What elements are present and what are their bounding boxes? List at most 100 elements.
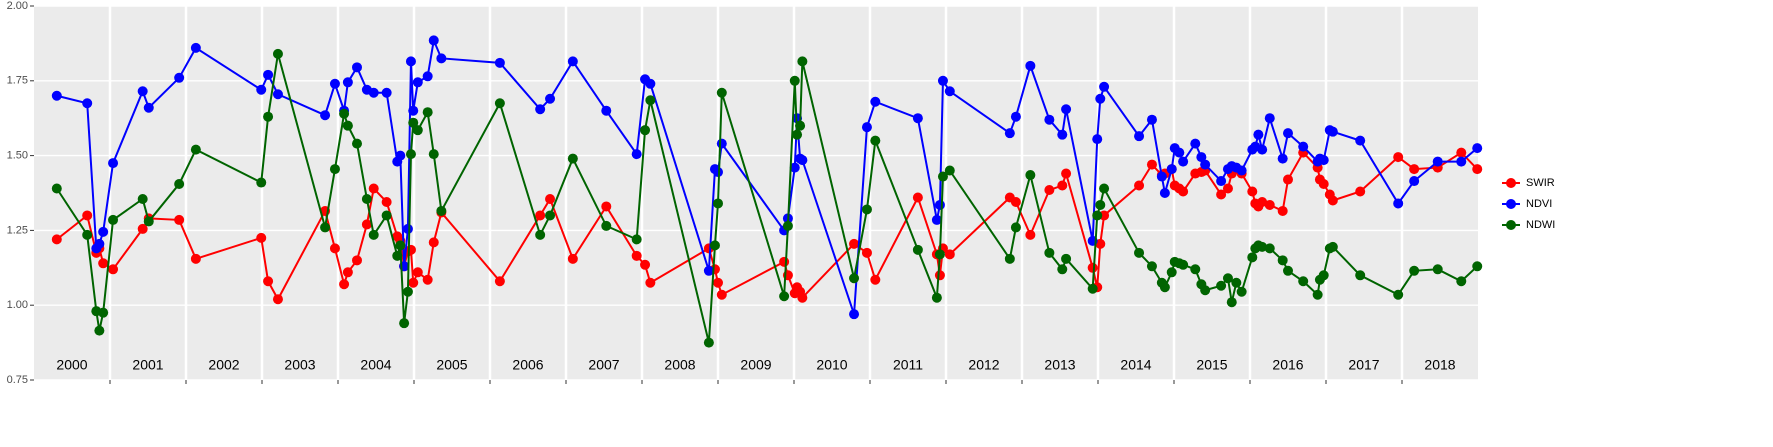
point: [1312, 289, 1323, 300]
point: [82, 98, 93, 109]
point: [82, 210, 93, 221]
point: [1156, 171, 1167, 182]
point: [931, 292, 942, 303]
point: [645, 95, 656, 106]
point: [1318, 179, 1329, 190]
point: [1393, 198, 1404, 209]
point: [137, 223, 148, 234]
point: [912, 192, 923, 203]
panel: [34, 6, 1478, 380]
legend-label: NDVI: [1526, 198, 1552, 210]
point: [703, 337, 714, 348]
point: [545, 193, 556, 204]
point: [272, 294, 283, 305]
y-tick-label: 0.75: [7, 374, 28, 386]
point: [1004, 128, 1015, 139]
point: [789, 75, 800, 86]
point: [640, 259, 651, 270]
point: [381, 87, 392, 98]
point: [1159, 188, 1170, 198]
point: [789, 162, 800, 173]
point: [1025, 170, 1036, 181]
point: [1025, 60, 1036, 71]
point: [1355, 186, 1366, 197]
point: [601, 201, 612, 212]
point: [342, 77, 353, 88]
point: [1146, 261, 1157, 272]
point: [108, 214, 119, 225]
point: [1456, 156, 1467, 167]
year-label: 2017: [1348, 357, 1379, 373]
point: [1327, 241, 1338, 252]
year-label: 2007: [588, 357, 619, 373]
point: [716, 289, 727, 300]
point: [1146, 159, 1157, 170]
point: [1327, 126, 1338, 137]
point: [408, 277, 419, 288]
point: [861, 247, 872, 258]
point: [412, 267, 423, 278]
point: [849, 238, 860, 249]
point: [535, 229, 546, 240]
point: [1472, 261, 1483, 272]
point: [98, 307, 109, 318]
point: [1298, 276, 1309, 287]
point: [1355, 135, 1366, 146]
point: [535, 104, 546, 115]
point: [1264, 199, 1275, 210]
point: [1277, 205, 1288, 216]
point: [94, 238, 105, 249]
point: [1099, 183, 1110, 194]
point: [645, 78, 656, 89]
point: [545, 210, 556, 221]
point: [1057, 129, 1068, 140]
point: [422, 107, 433, 118]
point: [1159, 282, 1170, 293]
point: [422, 71, 433, 82]
point: [1095, 199, 1106, 210]
point: [352, 62, 362, 73]
point: [1409, 265, 1420, 276]
y-tick-label: 1.50: [7, 150, 28, 162]
legend-label: NDWI: [1526, 219, 1555, 231]
year-label: 2004: [360, 357, 391, 373]
point: [1257, 196, 1268, 207]
point: [1257, 144, 1268, 155]
point: [368, 229, 379, 240]
point: [1092, 210, 1103, 221]
point: [428, 149, 439, 160]
point: [709, 240, 720, 251]
point: [1178, 186, 1189, 197]
point: [412, 77, 423, 88]
point: [1283, 174, 1293, 185]
point: [1095, 93, 1106, 104]
point: [1178, 259, 1189, 270]
point: [1222, 273, 1233, 284]
point: [190, 42, 201, 53]
point: [716, 138, 727, 149]
point: [944, 86, 955, 97]
point: [108, 158, 119, 169]
point: [174, 214, 185, 225]
point: [1318, 270, 1329, 281]
year-label: 2013: [1044, 357, 1075, 373]
y-tick-label: 1.25: [7, 224, 28, 236]
point: [567, 56, 578, 67]
point: [1044, 114, 1055, 125]
point: [174, 72, 185, 83]
point: [412, 125, 423, 136]
point: [339, 108, 350, 119]
point: [792, 129, 803, 140]
point: [645, 277, 656, 288]
point: [703, 265, 714, 276]
y-tick-label: 1.00: [7, 299, 28, 311]
point: [1432, 264, 1443, 275]
point: [1010, 111, 1021, 122]
point: [870, 135, 881, 146]
point: [256, 232, 267, 243]
point: [1283, 265, 1293, 276]
point: [631, 234, 642, 245]
point: [1057, 180, 1068, 191]
year-label: 2003: [284, 357, 315, 373]
